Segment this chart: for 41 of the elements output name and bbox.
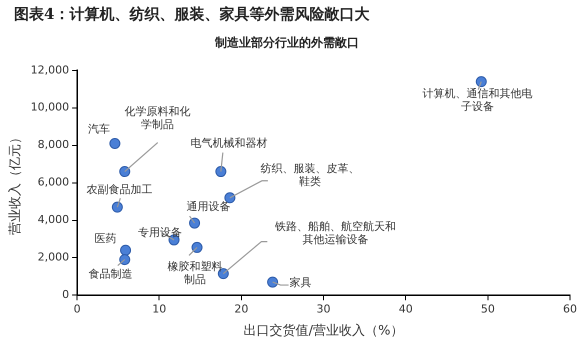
- x-tick-label: 50: [480, 302, 495, 316]
- point: [476, 76, 487, 88]
- point: [119, 166, 130, 178]
- y-axis-title: 营业收入（亿元）: [8, 130, 24, 235]
- point: [192, 242, 203, 253]
- annotation: 化学原料和化学制品: [124, 104, 191, 131]
- annotation: 电气机械和器材: [190, 136, 268, 150]
- y-tick-label: 12,000: [30, 63, 70, 76]
- x-tick-label: 0: [74, 302, 81, 316]
- annotation: 铁路、船舶、航空航天和其他运输设备: [274, 220, 396, 246]
- y-tick-label: 2,000: [38, 250, 70, 264]
- x-tick-label: 40: [398, 302, 413, 316]
- y-tick-label: 8,000: [38, 138, 70, 152]
- y-tick-label: 6,000: [38, 176, 70, 189]
- x-tick-label: 30: [316, 302, 331, 316]
- chart-subtitle: 制造业部分行业的外需敞口: [214, 35, 359, 50]
- point: [119, 254, 130, 266]
- annotation: 纺织、服装、皮革、鞋类: [260, 162, 360, 188]
- annotation: 食品制造: [88, 267, 133, 280]
- point: [215, 166, 226, 178]
- point: [189, 218, 200, 229]
- y-tick-label: 10,000: [30, 100, 70, 114]
- annotation: 专用设备: [138, 226, 182, 239]
- x-tick-label: 20: [234, 302, 248, 316]
- point: [112, 202, 123, 213]
- y-tick-label: 0: [62, 288, 70, 302]
- point: [109, 138, 120, 149]
- annotation: 通用设备: [186, 200, 231, 213]
- chart-title: 图表4：计算机、纺织、服装、家具等外需风险敞口大: [13, 4, 370, 25]
- y-tick-label: 4,000: [38, 213, 70, 226]
- point: [267, 276, 278, 288]
- annotation: 家具: [290, 276, 312, 289]
- annotation: 计算机、通信和其他电子设备: [422, 87, 532, 113]
- annotation: 医药: [94, 232, 117, 246]
- point: [120, 244, 132, 256]
- annotation: 橡胶和塑料制品: [168, 260, 223, 286]
- annotation: 汽车: [88, 122, 110, 136]
- x-axis-title: 出口交货值/营业收入（%）: [244, 322, 404, 339]
- x-tick-label: 60: [563, 302, 577, 316]
- x-tick-label: 10: [152, 302, 166, 316]
- annotation: 农副食品加工: [86, 183, 152, 196]
